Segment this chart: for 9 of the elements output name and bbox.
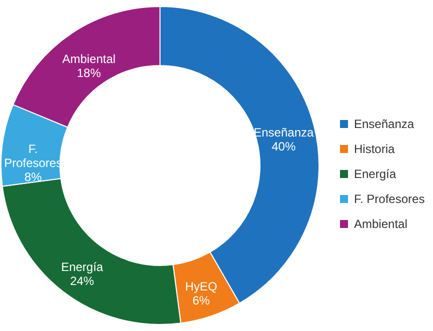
legend-label: F. Profesores	[354, 192, 425, 206]
legend-label: Energía	[354, 167, 396, 181]
data-label: Enseñanza 40%	[254, 125, 314, 154]
data-label: Energía 24%	[61, 260, 104, 288]
legend-label: Historia	[354, 142, 395, 156]
legend-label: Ambiental	[354, 217, 408, 231]
data-label: Ambiental 18%	[62, 52, 116, 80]
legend-label: Enseñanza	[354, 117, 414, 131]
data-label: HyEQ 6%	[185, 280, 218, 308]
